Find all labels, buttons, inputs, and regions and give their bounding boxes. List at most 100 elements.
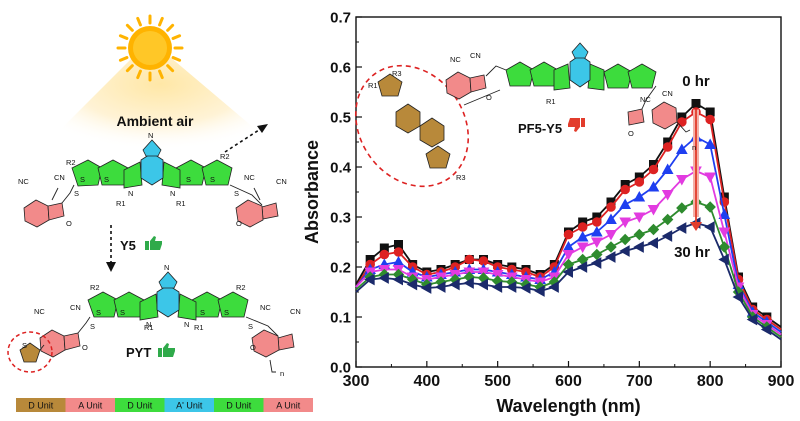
series [355, 196, 782, 338]
data-point [505, 281, 517, 293]
r-label: R1 [368, 81, 378, 90]
pyt-donor-highlight [7, 331, 53, 373]
data-point [647, 180, 660, 192]
data-point [677, 117, 687, 127]
data-point [491, 270, 504, 281]
y-tick-label: 0.7 [330, 10, 351, 27]
y5-name: Y5 [120, 238, 136, 253]
legend-bar-label: D Unit [127, 401, 153, 411]
data-point [406, 278, 418, 291]
r-label: R2 [236, 283, 246, 292]
y-tick-label: 0.3 [330, 210, 351, 227]
data-point [675, 175, 688, 186]
cn-label: CN [290, 307, 301, 316]
cn-label: CN [70, 303, 81, 312]
series [355, 166, 782, 336]
cn-label: CN [470, 51, 481, 60]
thumb-up-icon [145, 236, 162, 250]
x-tick-label: 700 [626, 373, 653, 390]
atom-label: N [146, 320, 151, 329]
x-axis-label: Wavelength (nm) [496, 396, 640, 416]
atom-label: S [186, 175, 191, 184]
data-point [691, 99, 701, 108]
pf5-y5-name: PF5-Y5 [518, 121, 562, 136]
data-point [392, 273, 403, 286]
series [355, 217, 782, 341]
data-point [576, 230, 589, 242]
legend-bar-cell [263, 398, 313, 412]
data-point [592, 217, 602, 227]
legend-bar-label: A Unit [78, 401, 103, 411]
o-label: O [236, 219, 242, 228]
data-point [605, 241, 617, 253]
data-point [705, 114, 715, 125]
data-point [704, 201, 716, 213]
x-tick-label: 800 [697, 373, 724, 390]
data-point [449, 278, 460, 291]
legend-bar-cell [164, 398, 214, 412]
data-point [648, 164, 659, 175]
data-point [534, 285, 545, 297]
data-point [661, 163, 674, 174]
atom-label: S [96, 308, 101, 317]
cn-label: CN [276, 177, 287, 186]
data-point [718, 208, 731, 219]
data-point [620, 184, 630, 195]
data-point [718, 241, 731, 253]
legend-bar-cell [115, 398, 165, 412]
unit-legend-bar: D Unit A Unit D Unit A' Unit D Unit A Unit [16, 398, 313, 412]
n-label: n [692, 143, 696, 152]
o-label: O [486, 93, 492, 102]
data-point [392, 255, 405, 267]
data-point [519, 282, 531, 294]
o-label: O [66, 219, 72, 228]
y-tick-label: 0.4 [330, 160, 352, 177]
arrow-head-pyt-icon [106, 262, 116, 272]
x-tick-label: 400 [413, 373, 440, 390]
pf5-y5-inset: NC CN NC CN O O R3 R1 R1 R3 n PF5-Y5 [354, 42, 696, 188]
data-point [634, 177, 645, 187]
legend-bar-label: D Unit [28, 401, 54, 411]
x-tick-label: 900 [768, 373, 795, 390]
data-point [464, 254, 475, 265]
sun-icon [116, 14, 184, 82]
atom-label: N [184, 320, 189, 329]
data-point [704, 172, 717, 184]
atom-label: S [80, 175, 85, 184]
data-point [590, 257, 602, 269]
atom-label: S [224, 308, 229, 317]
data-point [662, 142, 673, 152]
r-label: R1 [144, 323, 154, 332]
pf5-fluorene-icon [395, 103, 421, 134]
y-tick-label: 0.6 [330, 60, 351, 77]
atom-label: S [234, 189, 239, 198]
o-label: O [250, 343, 256, 352]
pf5-fluorene-icon [419, 117, 445, 148]
atom-label: S [248, 322, 253, 331]
data-point [576, 242, 589, 254]
data-point [606, 202, 616, 212]
ambient-air-label: Ambient air [116, 113, 194, 129]
annotation-30hr: 30 hr [674, 244, 710, 261]
data-point [619, 233, 631, 246]
legend-bar-cell [65, 398, 115, 412]
data-point [379, 249, 390, 260]
data-point [661, 213, 674, 226]
legend-bar-cell [16, 398, 66, 412]
data-point [434, 281, 446, 293]
decay-arrow-head-icon [690, 222, 702, 231]
atom-label: N [128, 189, 133, 198]
data-point [393, 247, 404, 257]
atom-label: S [90, 322, 95, 331]
atom-label: S [120, 308, 125, 317]
data-point [619, 245, 630, 257]
data-point [364, 273, 375, 286]
legend-bar-label: A Unit [276, 401, 301, 411]
cn-label: CN [54, 173, 65, 182]
data-point [477, 278, 488, 291]
r-label: R2 [90, 283, 100, 292]
legend-bar-label: D Unit [226, 401, 252, 411]
data-point [676, 202, 688, 214]
series [355, 107, 782, 331]
arrow-head-pf5-icon [257, 124, 268, 133]
